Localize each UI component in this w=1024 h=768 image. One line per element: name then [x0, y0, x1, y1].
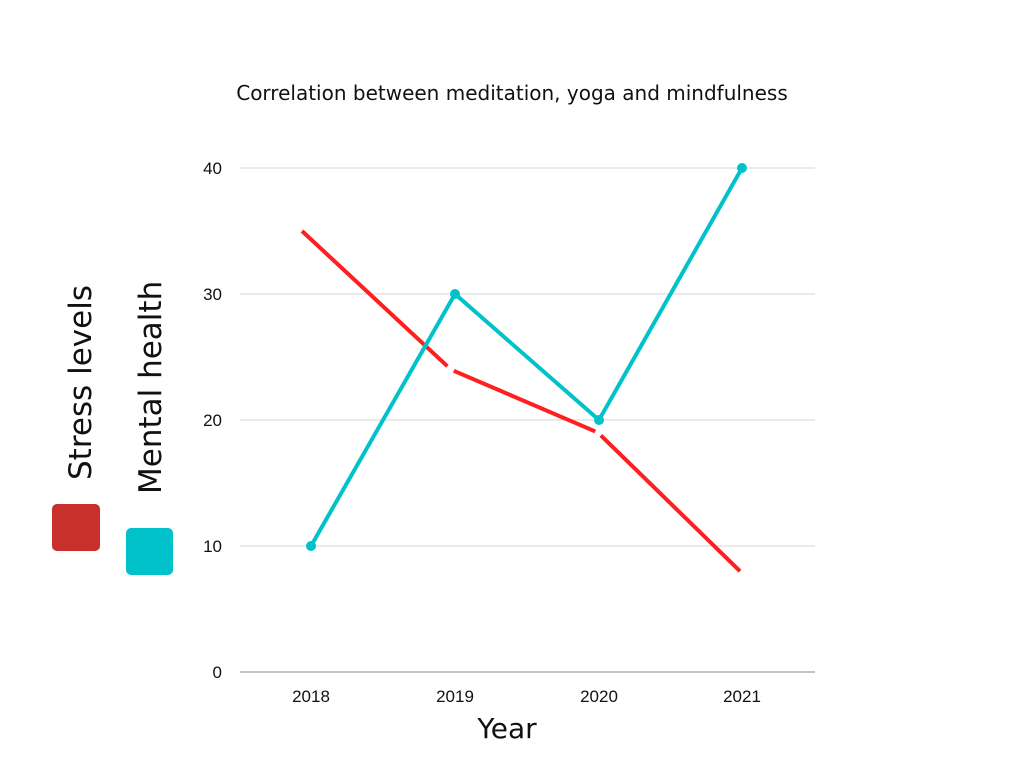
legend-label-mental-health: Mental health	[133, 281, 169, 494]
stress-levels-line-segment	[452, 368, 597, 434]
legend: Stress levels Mental health	[52, 281, 173, 575]
stress-levels-line-segment	[599, 433, 742, 573]
y-tick-label: 40	[203, 159, 222, 178]
x-tick-label: 2020	[580, 687, 618, 706]
mental-health-line	[309, 167, 744, 547]
y-tick-label: 10	[203, 537, 222, 556]
chart-title: Correlation between meditation, yoga and…	[236, 81, 788, 105]
mental-health-point	[737, 163, 747, 173]
x-axis-label: Year	[476, 712, 537, 745]
y-tick-label: 20	[203, 411, 222, 430]
legend-label-stress-levels: Stress levels	[63, 285, 99, 480]
y-axis: 0 10 20 30 40	[203, 159, 222, 682]
x-tick-label: 2021	[723, 687, 761, 706]
legend-swatch-mental-health	[126, 528, 173, 575]
grid-layer	[240, 167, 815, 673]
y-tick-label: 30	[203, 285, 222, 304]
legend-swatch-stress-levels	[52, 504, 100, 551]
mental-health-point	[594, 415, 604, 425]
mental-health-point	[306, 541, 316, 551]
y-tick-label: 0	[213, 663, 222, 682]
mental-health-point	[450, 289, 460, 299]
x-tick-label: 2019	[436, 687, 474, 706]
stress-levels-line-segment	[300, 229, 449, 368]
x-tick-label: 2018	[292, 687, 330, 706]
x-axis: 2018 2019 2020 2021	[292, 687, 761, 706]
series-layer	[300, 163, 747, 573]
